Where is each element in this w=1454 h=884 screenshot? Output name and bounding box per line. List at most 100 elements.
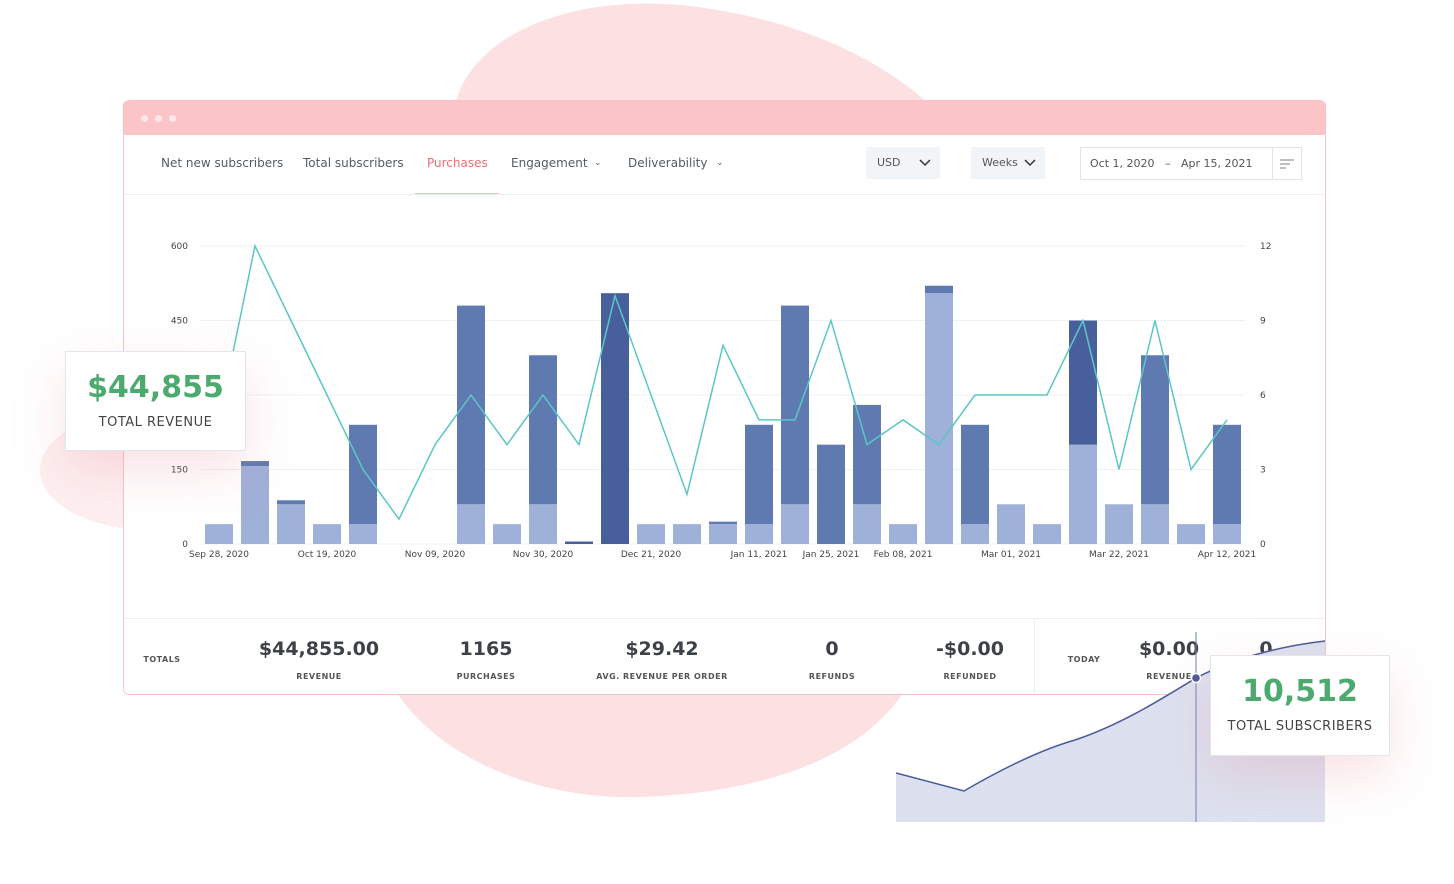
- revenue-card-value: $44,855: [87, 370, 224, 405]
- tab-chevron: ⌄: [594, 158, 602, 168]
- today-value: $0.00: [1138, 638, 1200, 660]
- y2-tick-label: 3: [1260, 466, 1266, 476]
- window-dot: [169, 115, 176, 122]
- bar-segment: [817, 444, 845, 544]
- x-tick-label: Apr 12, 2021: [1198, 550, 1257, 560]
- today-revenue-label: REVENUE: [1146, 672, 1192, 681]
- bar-segment: [637, 524, 665, 544]
- bar-segment: [1141, 504, 1169, 544]
- bar-segment: [1033, 524, 1061, 544]
- total-label: AVG. REVENUE PER ORDER: [596, 672, 728, 681]
- totals-label: TOTALS: [143, 655, 181, 664]
- tab[interactable]: Deliverability: [628, 156, 708, 170]
- total-value: $29.42: [625, 638, 699, 660]
- bar-segment: [205, 524, 233, 544]
- bar-segment: [529, 504, 557, 544]
- bar-segment: [349, 524, 377, 544]
- bar-segment: [601, 293, 629, 544]
- date-from: Oct 1, 2020: [1090, 157, 1155, 170]
- bar-segment: [889, 524, 917, 544]
- bar-segment: [709, 524, 737, 544]
- bar-segment: [241, 461, 269, 467]
- divider: [1034, 619, 1035, 694]
- subscribers-card-value: 10,512: [1242, 674, 1358, 709]
- divider: [124, 194, 1325, 195]
- tab-active[interactable]: Purchases: [427, 156, 488, 170]
- divider: [1272, 148, 1273, 179]
- bar-segment: [1213, 524, 1241, 544]
- y2-tick-label: 6: [1260, 391, 1266, 401]
- total-value: 1165: [459, 638, 513, 660]
- x-tick-label: Jan 25, 2021: [802, 550, 860, 560]
- y2-tick-label: 12: [1260, 242, 1271, 252]
- bar-segment: [925, 293, 953, 544]
- x-tick-label: Mar 22, 2021: [1089, 550, 1149, 560]
- bar-segment: [709, 521, 737, 525]
- bar-segment: [313, 524, 341, 544]
- chevron: [919, 159, 931, 167]
- x-tick-label: Oct 19, 2020: [298, 550, 357, 560]
- date-range[interactable]: Oct 1, 2020 – Apr 15, 2021: [1080, 147, 1302, 180]
- total-value: 0: [825, 638, 839, 660]
- currency-select[interactable]: USD: [866, 147, 940, 179]
- bar-segment: [1069, 444, 1097, 544]
- window-dot: [141, 115, 148, 122]
- divider: [124, 618, 1325, 619]
- y2-tick-label: 9: [1260, 317, 1266, 327]
- bar-segment: [961, 524, 989, 544]
- date-separator: –: [1165, 157, 1171, 170]
- x-tick-label: Dec 21, 2020: [621, 550, 682, 560]
- bar-segment: [997, 504, 1025, 544]
- x-tick-label: Nov 09, 2020: [405, 550, 466, 560]
- bar-segment: [277, 500, 305, 505]
- total-label: PURCHASES: [456, 672, 516, 681]
- y2-tick-label: 0: [1260, 540, 1266, 550]
- total-value: $44,855.00: [258, 638, 380, 660]
- bar-segment: [1105, 504, 1133, 544]
- y-tick-label: 0: [182, 540, 188, 550]
- subscribers-card: 10,512 TOTAL SUBSCRIBERS: [1210, 655, 1390, 756]
- interval-select[interactable]: Weeks: [971, 147, 1045, 179]
- bar-segment: [745, 424, 773, 525]
- total-label: REFUNDS: [808, 672, 856, 681]
- tab[interactable]: Net new subscribers: [161, 156, 284, 170]
- y-tick-label: 150: [171, 466, 188, 476]
- bar-segment: [349, 424, 377, 525]
- bar-segment: [853, 504, 881, 544]
- bar-segment: [781, 504, 809, 544]
- bar-segment: [529, 355, 557, 505]
- bar-segment: [241, 466, 269, 544]
- total-value: -$0.00: [936, 638, 1004, 660]
- y-tick-label: 450: [171, 317, 188, 327]
- total-label: REVENUE: [296, 672, 342, 681]
- x-tick-label: Sep 28, 2020: [189, 550, 249, 560]
- app-window: Net new subscribers Total subscribers Pu…: [123, 100, 1326, 695]
- today-label: TODAY: [1067, 655, 1101, 664]
- bar-segment: [1141, 355, 1169, 505]
- bar-segment: [925, 285, 953, 294]
- tab[interactable]: Total subscribers: [303, 156, 404, 170]
- bar-segment: [673, 524, 701, 544]
- total-label: REFUNDED: [943, 672, 997, 681]
- bar-segment: [745, 524, 773, 544]
- revenue-card-label: TOTAL REVENUE: [98, 415, 213, 430]
- bar-segment: [961, 424, 989, 525]
- tab-chevron: ⌄: [716, 158, 724, 168]
- bar-segment: [1177, 524, 1205, 544]
- x-tick-label: Feb 08, 2021: [874, 550, 933, 560]
- bar-segment: [853, 404, 881, 505]
- x-tick-label: Nov 30, 2020: [513, 550, 574, 560]
- chevron: [1024, 159, 1036, 167]
- y-tick-label: 600: [171, 242, 188, 252]
- currency-value: USD: [877, 156, 901, 169]
- subscribers-card-label: TOTAL SUBSCRIBERS: [1227, 719, 1373, 734]
- bar-segment: [781, 305, 809, 505]
- revenue-card: $44,855 TOTAL REVENUE: [65, 351, 246, 451]
- tab[interactable]: Engagement: [511, 156, 588, 170]
- filter-icon: [1280, 159, 1294, 169]
- x-tick-label: Jan 11, 2021: [730, 550, 788, 560]
- interval-value: Weeks: [982, 156, 1018, 169]
